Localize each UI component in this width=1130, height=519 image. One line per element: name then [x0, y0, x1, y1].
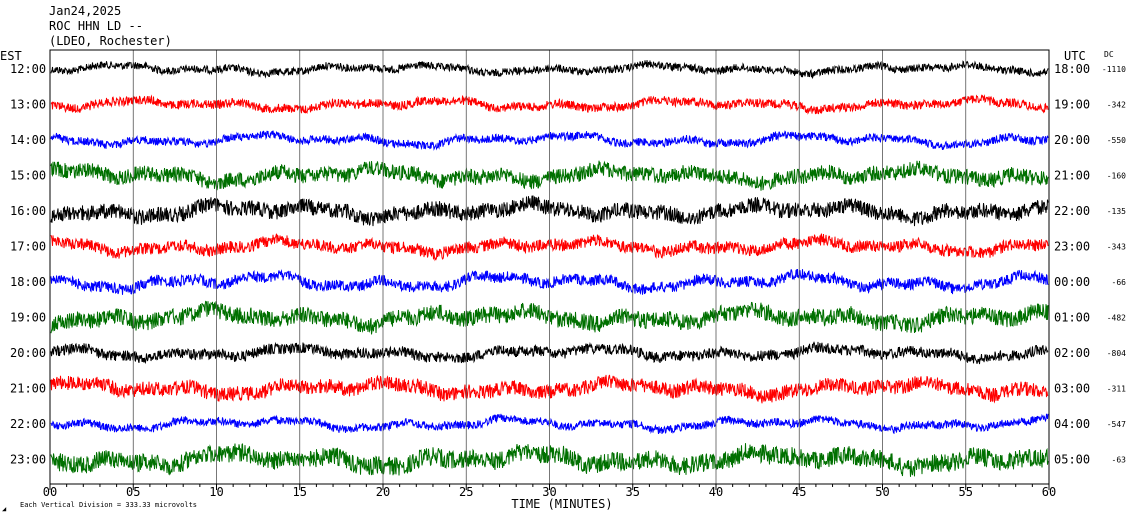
dc-column-title: DC: [1104, 50, 1114, 59]
utc-hour-label: 21:00: [1054, 169, 1090, 183]
x-tick-label: 05: [126, 485, 140, 499]
utc-hour-label: 22:00: [1054, 204, 1090, 218]
utc-hour-label: 19:00: [1054, 98, 1090, 112]
utc-hour-label: 05:00: [1054, 453, 1090, 467]
x-tick-label: 15: [293, 485, 307, 499]
station-label: ROC HHN LD --: [49, 19, 143, 33]
utc-hour-label: 03:00: [1054, 382, 1090, 396]
x-axis-title: TIME (MINUTES): [511, 497, 612, 511]
x-tick-label: 45: [792, 485, 806, 499]
est-hour-label: 13:00: [10, 98, 46, 112]
est-hour-label: 20:00: [10, 346, 46, 360]
x-tick-label: 25: [459, 485, 473, 499]
date-label: Jan24,2025: [49, 4, 121, 18]
est-hour-label: 21:00: [10, 382, 46, 396]
x-tick-label: 55: [959, 485, 973, 499]
dc-offset-label: -482: [1107, 314, 1126, 323]
utc-hour-label: 04:00: [1054, 417, 1090, 431]
dc-offset-label: -63: [1112, 456, 1127, 465]
footer-mark: ◢: [2, 505, 7, 513]
x-tick-label: 30: [542, 485, 556, 499]
dc-offset-label: -160: [1107, 172, 1126, 181]
utc-hour-label: 02:00: [1054, 346, 1090, 360]
utc-hour-label: 01:00: [1054, 311, 1090, 325]
x-tick-label: 10: [209, 485, 223, 499]
time-gridlines: [132, 50, 967, 484]
dc-offset-label: -342: [1107, 101, 1126, 110]
est-hour-label: 14:00: [10, 133, 46, 147]
x-tick-label: 60: [1042, 485, 1056, 499]
dc-offset-label: -343: [1107, 243, 1126, 252]
utc-axis-title: UTC: [1064, 49, 1086, 63]
est-hour-label: 19:00: [10, 311, 46, 325]
dc-offset-label: -311: [1107, 385, 1126, 394]
utc-hour-label: 18:00: [1054, 62, 1090, 76]
est-hour-label: 17:00: [10, 240, 46, 254]
x-tick-label: 35: [626, 485, 640, 499]
row-labels: 12:00 18:00 -1110 13:00 19:00 -342 14:00 20:00 -…: [10, 62, 1126, 467]
x-tick-label: 20: [376, 485, 390, 499]
est-axis-title: EST: [0, 49, 22, 63]
x-tick-label: 50: [875, 485, 889, 499]
est-hour-label: 23:00: [10, 453, 46, 467]
x-tick-label: 40: [709, 485, 723, 499]
est-hour-label: 15:00: [10, 169, 46, 183]
dc-offset-label: -804: [1107, 349, 1126, 358]
network-label: (LDEO, Rochester): [49, 34, 172, 48]
est-hour-label: 22:00: [10, 417, 46, 431]
utc-hour-label: 00:00: [1054, 275, 1090, 289]
est-hour-label: 18:00: [10, 275, 46, 289]
x-tick-label: 00: [43, 485, 57, 499]
est-hour-label: 12:00: [10, 62, 46, 76]
dc-offset-label: -1110: [1102, 65, 1126, 74]
utc-hour-label: 20:00: [1054, 133, 1090, 147]
scale-note: Each Vertical Division = 333.33 microvol…: [20, 501, 197, 509]
dc-offset-label: -547: [1107, 420, 1126, 429]
utc-hour-label: 23:00: [1054, 240, 1090, 254]
est-hour-label: 16:00: [10, 204, 46, 218]
dc-offset-label: -135: [1107, 207, 1126, 216]
dc-offset-label: -550: [1107, 136, 1126, 145]
dc-offset-label: -66: [1112, 278, 1127, 287]
x-axis-ticks: 00 05 10 15 20 25 30 35 40 45 50 55 60: [43, 484, 1056, 499]
